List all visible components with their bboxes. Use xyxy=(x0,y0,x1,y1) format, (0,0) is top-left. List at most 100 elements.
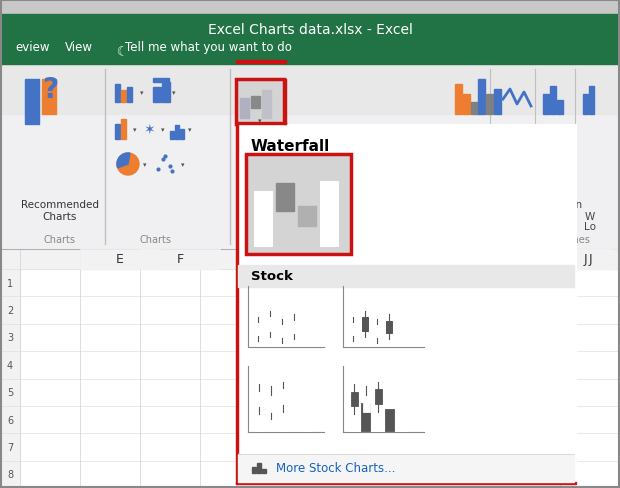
Bar xyxy=(252,467,256,473)
Text: ▾: ▾ xyxy=(140,90,144,96)
Bar xyxy=(115,85,120,103)
Bar xyxy=(115,125,120,140)
Bar xyxy=(298,206,316,226)
Text: Column: Column xyxy=(542,200,582,209)
Text: J: J xyxy=(583,253,587,266)
Bar xyxy=(180,130,184,140)
Text: More Stock Charts...: More Stock Charts... xyxy=(276,462,396,474)
Bar xyxy=(236,80,284,125)
Text: Waterfall: Waterfall xyxy=(251,139,330,154)
Bar xyxy=(240,99,249,119)
Bar xyxy=(255,324,261,335)
Bar xyxy=(291,321,297,333)
Text: 5: 5 xyxy=(7,387,13,397)
Bar xyxy=(349,413,358,431)
Bar xyxy=(153,88,161,103)
Text: Charts: Charts xyxy=(44,235,76,244)
Text: ✶: ✶ xyxy=(144,123,156,137)
Bar xyxy=(362,317,368,331)
Text: 8: 8 xyxy=(7,469,13,479)
Bar xyxy=(583,95,588,115)
Text: Recommended: Recommended xyxy=(21,200,99,209)
Bar xyxy=(276,183,294,212)
Bar xyxy=(127,88,132,103)
Bar xyxy=(385,409,394,431)
Text: ▾: ▾ xyxy=(172,90,175,96)
Bar xyxy=(363,396,370,412)
Bar xyxy=(278,419,287,431)
Bar xyxy=(543,95,549,115)
Bar xyxy=(494,90,501,115)
Bar xyxy=(0,249,20,488)
Bar xyxy=(486,95,493,115)
Bar xyxy=(266,403,275,431)
Bar xyxy=(236,123,238,484)
Bar xyxy=(254,192,272,246)
Text: View: View xyxy=(65,41,93,54)
Bar xyxy=(302,415,311,431)
Bar xyxy=(262,469,266,473)
Text: Charts: Charts xyxy=(139,235,171,244)
Text: Charts: Charts xyxy=(43,212,77,222)
Bar xyxy=(589,87,594,115)
Text: 2: 2 xyxy=(7,305,13,315)
Bar xyxy=(0,65,620,249)
Bar xyxy=(463,95,470,115)
Text: J: J xyxy=(588,253,592,266)
Bar xyxy=(361,403,370,431)
Bar xyxy=(170,132,174,140)
Text: ☽: ☽ xyxy=(108,41,119,54)
Bar xyxy=(373,419,382,431)
Bar xyxy=(279,325,285,337)
Bar xyxy=(238,265,574,287)
Wedge shape xyxy=(117,154,130,168)
Bar xyxy=(268,396,275,412)
Text: ▾: ▾ xyxy=(188,127,192,133)
Bar xyxy=(0,249,620,269)
Text: 7: 7 xyxy=(7,442,13,452)
Text: Stock: Stock xyxy=(251,270,293,283)
Bar xyxy=(478,80,485,115)
Bar xyxy=(140,249,220,269)
Bar xyxy=(374,325,380,337)
Bar xyxy=(471,103,478,115)
Bar xyxy=(257,463,261,473)
Bar xyxy=(236,125,576,484)
Bar xyxy=(236,123,286,125)
Text: W: W xyxy=(585,212,595,222)
Bar xyxy=(236,80,284,125)
Text: Lo: Lo xyxy=(584,222,596,231)
Bar xyxy=(251,97,260,109)
Bar xyxy=(375,389,382,404)
Bar xyxy=(236,482,576,484)
Bar xyxy=(175,126,179,140)
Bar xyxy=(280,389,287,404)
Bar xyxy=(0,65,620,115)
Bar xyxy=(455,85,462,115)
Bar xyxy=(238,454,574,482)
Bar xyxy=(246,155,351,254)
Text: 1: 1 xyxy=(7,278,13,288)
Text: ▾: ▾ xyxy=(181,162,185,168)
Text: Tell me what you want to do: Tell me what you want to do xyxy=(125,41,292,54)
Bar xyxy=(153,79,169,83)
Text: Excel Charts data.xlsx - Excel: Excel Charts data.xlsx - Excel xyxy=(208,23,412,37)
Bar xyxy=(386,321,392,333)
Bar xyxy=(246,155,351,254)
Bar xyxy=(320,182,338,246)
Bar xyxy=(550,87,556,115)
Bar xyxy=(557,101,563,115)
Text: eview: eview xyxy=(15,41,50,54)
Bar xyxy=(560,249,610,269)
Bar xyxy=(162,83,170,103)
Circle shape xyxy=(117,154,139,176)
Bar xyxy=(290,409,299,431)
Bar xyxy=(267,317,273,331)
Text: ?: ? xyxy=(42,76,58,104)
Bar xyxy=(350,324,356,335)
Text: ▾: ▾ xyxy=(133,127,137,133)
Bar xyxy=(397,415,406,431)
Bar xyxy=(25,80,39,125)
Text: ▾: ▾ xyxy=(143,162,147,168)
Bar xyxy=(0,249,620,488)
